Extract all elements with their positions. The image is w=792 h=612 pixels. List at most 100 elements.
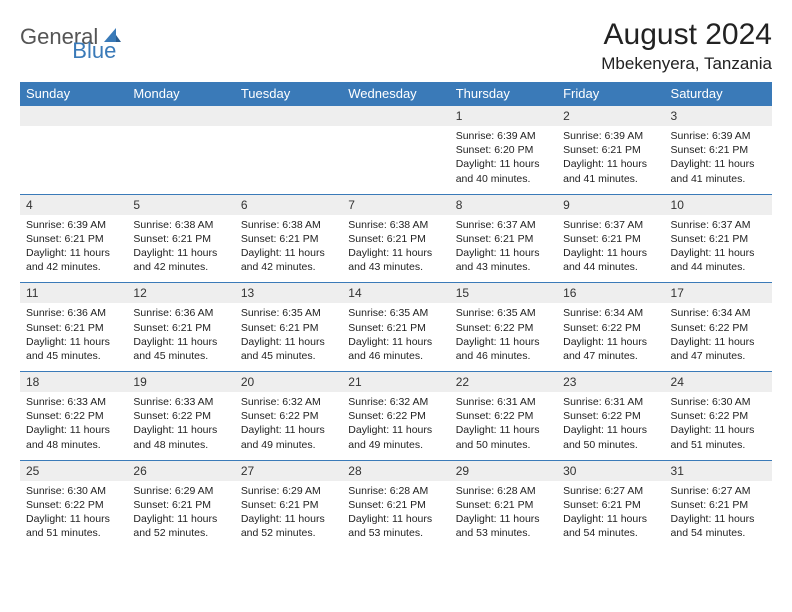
day-detail-cell: Sunrise: 6:36 AMSunset: 6:21 PMDaylight:… bbox=[127, 303, 234, 371]
day-number-cell: 31 bbox=[665, 460, 772, 481]
daylight-line: Daylight: 11 hours and 41 minutes. bbox=[671, 158, 755, 184]
daylight-line: Daylight: 11 hours and 45 minutes. bbox=[241, 336, 325, 362]
sunset-line: Sunset: 6:21 PM bbox=[563, 144, 641, 156]
day-number-cell: 8 bbox=[450, 194, 557, 215]
day-detail-cell: Sunrise: 6:33 AMSunset: 6:22 PMDaylight:… bbox=[127, 392, 234, 460]
sunset-line: Sunset: 6:22 PM bbox=[456, 322, 534, 334]
day-detail-cell: Sunrise: 6:32 AMSunset: 6:22 PMDaylight:… bbox=[235, 392, 342, 460]
day-detail-cell: Sunrise: 6:39 AMSunset: 6:21 PMDaylight:… bbox=[20, 215, 127, 283]
daylight-line: Daylight: 11 hours and 43 minutes. bbox=[456, 247, 540, 273]
daylight-line: Daylight: 11 hours and 46 minutes. bbox=[456, 336, 540, 362]
sunrise-line: Sunrise: 6:28 AM bbox=[456, 485, 536, 497]
sunrise-line: Sunrise: 6:27 AM bbox=[671, 485, 751, 497]
sunrise-line: Sunrise: 6:28 AM bbox=[348, 485, 428, 497]
day-detail-cell: Sunrise: 6:39 AMSunset: 6:20 PMDaylight:… bbox=[450, 126, 557, 194]
daylight-line: Daylight: 11 hours and 53 minutes. bbox=[348, 513, 432, 539]
sunrise-line: Sunrise: 6:37 AM bbox=[671, 219, 751, 231]
sunset-line: Sunset: 6:22 PM bbox=[563, 322, 641, 334]
day-number-cell: 13 bbox=[235, 283, 342, 304]
daylight-line: Daylight: 11 hours and 43 minutes. bbox=[348, 247, 432, 273]
sunset-line: Sunset: 6:21 PM bbox=[241, 233, 319, 245]
sunset-line: Sunset: 6:22 PM bbox=[456, 410, 534, 422]
daylight-line: Daylight: 11 hours and 54 minutes. bbox=[671, 513, 755, 539]
day-detail-cell: Sunrise: 6:28 AM Sunset: 6:21 PM Daylight:… bbox=[450, 481, 557, 549]
day-number-cell: 24 bbox=[665, 372, 772, 393]
sunrise-line: Sunrise: 6:31 AM bbox=[456, 396, 536, 408]
day-detail-cell bbox=[127, 126, 234, 194]
sunset-line: Sunset: 6:22 PM bbox=[348, 410, 426, 422]
sunrise-line: Sunrise: 6:39 AM bbox=[26, 219, 106, 231]
month-title: August 2024 bbox=[601, 18, 772, 52]
day-detail-row: Sunrise: 6:30 AMSunset: 6:22 PMDaylight:… bbox=[20, 481, 772, 549]
calendar-body: 123 Sunrise: 6:39 AMSunset: 6:20 PMDayli… bbox=[20, 106, 772, 549]
day-number-cell: 17 bbox=[665, 283, 772, 304]
day-detail-row: Sunrise: 6:33 AM Sunset: 6:22 PM Daylight:… bbox=[20, 392, 772, 460]
daylight-line: Daylight: 11 hours and 52 minutes. bbox=[133, 513, 217, 539]
day-detail-cell: Sunrise: 6:27 AMSunset: 6:21 PMDaylight:… bbox=[665, 481, 772, 549]
sunrise-line: Sunrise: 6:36 AM bbox=[26, 307, 106, 319]
day-detail-row: Sunrise: 6:36 AM Sunset: 6:21 PM Daylight:… bbox=[20, 303, 772, 371]
sunset-line: Sunset: 6:22 PM bbox=[671, 322, 749, 334]
day-number-cell: 10 bbox=[665, 194, 772, 215]
daylight-line: Daylight: 11 hours and 44 minutes. bbox=[563, 247, 647, 273]
day-detail-cell: Sunrise: 6:39 AM Sunset: 6:21 PM Daylight:… bbox=[557, 126, 664, 194]
sunrise-line: Sunrise: 6:38 AM bbox=[133, 219, 213, 231]
day-number-cell bbox=[127, 106, 234, 127]
day-detail-cell: Sunrise: 6:35 AM Sunset: 6:21 PM Daylight:… bbox=[342, 303, 449, 371]
daylight-line: Daylight: 11 hours and 41 minutes. bbox=[563, 158, 647, 184]
day-detail-cell: Sunrise: 6:38 AMSunset: 6:21 PMDaylight:… bbox=[342, 215, 449, 283]
sunset-line: Sunset: 6:21 PM bbox=[348, 322, 426, 334]
day-detail-cell: Sunrise: 6:34 AMSunset: 6:22 PMDaylight:… bbox=[665, 303, 772, 371]
sunrise-line: Sunrise: 6:35 AM bbox=[241, 307, 321, 319]
day-detail-cell: Sunrise: 6:34 AMSunset: 6:22 PMDaylight:… bbox=[557, 303, 664, 371]
sunset-line: Sunset: 6:21 PM bbox=[133, 233, 211, 245]
sunrise-line: Sunrise: 6:27 AM bbox=[563, 485, 643, 497]
daylight-line: Daylight: 11 hours and 42 minutes. bbox=[133, 247, 217, 273]
sunrise-line: Sunrise: 6:38 AM bbox=[348, 219, 428, 231]
day-number-cell bbox=[342, 106, 449, 127]
daylight-line: Daylight: 11 hours and 46 minutes. bbox=[348, 336, 432, 362]
sunset-line: Sunset: 6:21 PM bbox=[26, 322, 104, 334]
day-number-cell: 27 bbox=[235, 460, 342, 481]
day-detail-cell: Sunrise: 6:30 AMSunset: 6:22 PMDaylight:… bbox=[665, 392, 772, 460]
sunset-line: Sunset: 6:21 PM bbox=[456, 499, 534, 511]
day-number-row: 18192021222324 bbox=[20, 372, 772, 393]
daylight-line: Daylight: 11 hours and 51 minutes. bbox=[671, 424, 755, 450]
sunrise-line: Sunrise: 6:35 AM bbox=[348, 307, 428, 319]
day-number-cell: 30 bbox=[557, 460, 664, 481]
sunset-line: Sunset: 6:22 PM bbox=[241, 410, 319, 422]
day-number-cell: 2 bbox=[557, 106, 664, 127]
daylight-line: Daylight: 11 hours and 53 minutes. bbox=[456, 513, 540, 539]
daylight-line: Daylight: 11 hours and 45 minutes. bbox=[26, 336, 110, 362]
day-detail-cell: Sunrise: 6:38 AMSunset: 6:21 PMDaylight:… bbox=[235, 215, 342, 283]
daylight-line: Daylight: 11 hours and 47 minutes. bbox=[671, 336, 755, 362]
sunrise-line: Sunrise: 6:39 AM bbox=[563, 130, 643, 142]
day-detail-cell: Sunrise: 6:37 AMSunset: 6:21 PMDaylight:… bbox=[450, 215, 557, 283]
day-number-row: 25262728293031 bbox=[20, 460, 772, 481]
dow-header: Monday bbox=[127, 82, 234, 106]
day-detail-row: Sunrise: 6:39 AM Sunset: 6:21 PM Daylight:… bbox=[20, 215, 772, 283]
day-detail-cell: Sunrise: 6:35 AMSunset: 6:21 PMDaylight:… bbox=[235, 303, 342, 371]
day-detail-cell: Sunrise: 6:29 AMSunset: 6:21 PMDaylight:… bbox=[235, 481, 342, 549]
dow-header: Friday bbox=[557, 82, 664, 106]
sunrise-line: Sunrise: 6:30 AM bbox=[26, 485, 106, 497]
daylight-line: Daylight: 11 hours and 50 minutes. bbox=[563, 424, 647, 450]
sunset-line: Sunset: 6:21 PM bbox=[133, 499, 211, 511]
day-number-cell: 14 bbox=[342, 283, 449, 304]
daylight-line: Daylight: 11 hours and 42 minutes. bbox=[26, 247, 110, 273]
day-detail-cell: Sunrise: 6:28 AMSunset: 6:21 PMDaylight:… bbox=[342, 481, 449, 549]
sunrise-line: Sunrise: 6:33 AM bbox=[133, 396, 213, 408]
sunrise-line: Sunrise: 6:29 AM bbox=[241, 485, 321, 497]
day-number-cell: 5 bbox=[127, 194, 234, 215]
sunset-line: Sunset: 6:21 PM bbox=[563, 233, 641, 245]
day-number-cell: 29 bbox=[450, 460, 557, 481]
day-number-cell: 12 bbox=[127, 283, 234, 304]
day-number-cell: 11 bbox=[20, 283, 127, 304]
sunset-line: Sunset: 6:22 PM bbox=[133, 410, 211, 422]
day-number-cell: 28 bbox=[342, 460, 449, 481]
sunset-line: Sunset: 6:21 PM bbox=[563, 499, 641, 511]
sunrise-line: Sunrise: 6:31 AM bbox=[563, 396, 643, 408]
day-detail-cell: Sunrise: 6:37 AMSunset: 6:21 PMDaylight:… bbox=[665, 215, 772, 283]
daylight-line: Daylight: 11 hours and 50 minutes. bbox=[456, 424, 540, 450]
sunset-line: Sunset: 6:22 PM bbox=[671, 410, 749, 422]
